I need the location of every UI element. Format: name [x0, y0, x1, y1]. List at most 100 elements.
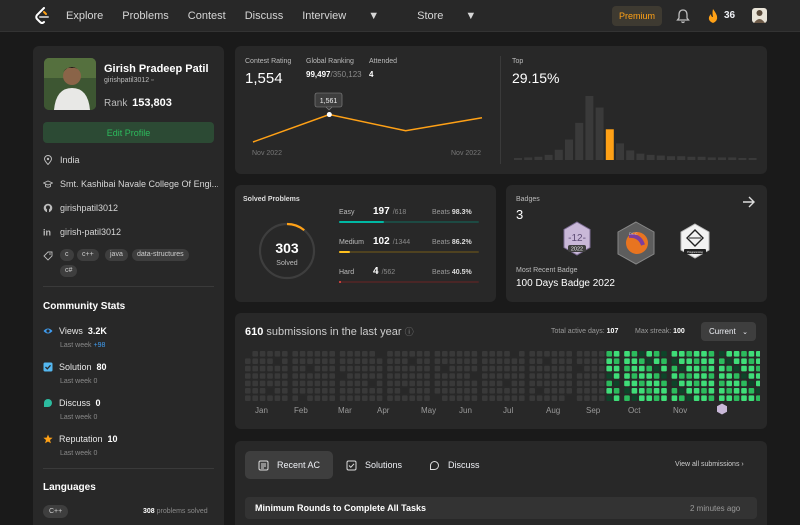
heatmap-cell[interactable] [748, 358, 755, 364]
heatmap-cell[interactable] [369, 358, 375, 364]
heatmap-cell[interactable] [559, 373, 565, 379]
heatmap-cell[interactable] [307, 388, 313, 394]
heatmap-cell[interactable] [274, 351, 281, 357]
heatmap-cell[interactable] [693, 380, 700, 387]
heatmap-cell[interactable] [566, 358, 572, 364]
linkedin-link[interactable]: girish-patil3012 [60, 227, 122, 237]
heatmap-cell[interactable] [274, 365, 281, 372]
heatmap-cell[interactable] [613, 380, 620, 387]
heatmap-cell[interactable] [424, 365, 430, 372]
heatmap-cell[interactable] [376, 365, 383, 372]
heatmap-cell[interactable] [489, 373, 495, 379]
heatmap-cell[interactable] [259, 358, 266, 364]
heatmap-cell[interactable] [529, 395, 535, 401]
heatmap-cell[interactable] [719, 373, 725, 379]
programming-badge[interactable]: Programming [679, 223, 711, 259]
heatmap-cell[interactable] [354, 358, 361, 364]
heatmap-cell[interactable] [646, 358, 652, 364]
heatmap-cell[interactable] [686, 395, 692, 401]
heatmap-cell[interactable] [482, 373, 488, 379]
nav-discuss[interactable]: Discuss [244, 10, 284, 22]
heatmap-cell[interactable] [661, 373, 667, 379]
heatmap-cell[interactable] [624, 373, 630, 379]
heatmap-cell[interactable] [653, 395, 660, 401]
heatmap-cell[interactable] [551, 365, 558, 372]
heatmap-cell[interactable] [511, 373, 518, 379]
heatmap-cell[interactable] [566, 388, 572, 394]
heatmap-cell[interactable] [299, 380, 306, 387]
heatmap-cell[interactable] [402, 358, 408, 364]
heatmap-cell[interactable] [329, 358, 335, 364]
heatmap-cell[interactable] [733, 388, 740, 394]
heatmap-cell[interactable] [646, 395, 652, 401]
heatmap-cell[interactable] [245, 373, 251, 379]
skill-tag[interactable]: data-structures [132, 249, 189, 261]
skill-tag[interactable]: java [105, 249, 128, 261]
heatmap-cell[interactable] [671, 358, 678, 364]
heatmap-cell[interactable] [544, 351, 550, 357]
heatmap-cell[interactable] [661, 351, 667, 357]
heatmap-cell[interactable] [482, 351, 488, 357]
heatmap-cell[interactable] [329, 373, 335, 379]
heatmap-cell[interactable] [347, 380, 353, 387]
heatmap-cell[interactable] [464, 365, 470, 372]
heatmap-cell[interactable] [653, 351, 660, 357]
heatmap-cell[interactable] [686, 380, 692, 387]
heatmap-cell[interactable] [424, 388, 430, 394]
heatmap-cell[interactable] [544, 373, 550, 379]
heatmap-cell[interactable] [661, 395, 667, 401]
heatmap-cell[interactable] [376, 380, 383, 387]
heatmap-cell[interactable] [252, 380, 258, 387]
heatmap-cell[interactable] [416, 365, 423, 372]
heatmap-cell[interactable] [504, 373, 510, 379]
heatmap-cell[interactable] [519, 373, 525, 379]
heatmap-cell[interactable] [661, 388, 667, 394]
heatmap-cell[interactable] [329, 395, 335, 401]
view-all-submissions-link[interactable]: View all submissions › [675, 461, 744, 468]
heatmap-cell[interactable] [536, 395, 543, 401]
heatmap-cell[interactable] [671, 380, 678, 387]
year-dropdown[interactable]: Current ⌄ [701, 322, 756, 341]
heatmap-cell[interactable] [282, 351, 288, 357]
heatmap-cell[interactable] [282, 395, 288, 401]
heatmap-cell[interactable] [756, 351, 760, 357]
heatmap-cell[interactable] [624, 358, 630, 364]
heatmap-cell[interactable] [456, 365, 463, 372]
heatmap-cell[interactable] [671, 351, 678, 357]
heatmap-cell[interactable] [544, 380, 550, 387]
heatmap-cell[interactable] [282, 380, 288, 387]
heatmap-cell[interactable] [314, 365, 321, 372]
heatmap-cell[interactable] [442, 358, 448, 364]
heatmap-cell[interactable] [671, 373, 678, 379]
heatmap-cell[interactable] [726, 380, 732, 387]
heatmap-cell[interactable] [701, 351, 707, 357]
heatmap-cell[interactable] [701, 388, 707, 394]
heatmap-cell[interactable] [719, 380, 725, 387]
heatmap-cell[interactable] [299, 373, 306, 379]
heatmap-cell[interactable] [613, 373, 620, 379]
heatmap-cell[interactable] [719, 395, 725, 401]
heatmap-cell[interactable] [606, 395, 612, 401]
heatmap-cell[interactable] [741, 380, 747, 387]
heatmap-cell[interactable] [449, 365, 455, 372]
heatmap-cell[interactable] [693, 358, 700, 364]
heatmap-cell[interactable] [402, 351, 408, 357]
heatmap-cell[interactable] [394, 358, 401, 364]
heatmap-cell[interactable] [576, 395, 583, 401]
heatmap-cell[interactable] [693, 365, 700, 372]
heatmap-cell[interactable] [529, 380, 535, 387]
heatmap-cell[interactable] [471, 365, 478, 372]
heatmap-cell[interactable] [591, 373, 598, 379]
heatmap-cell[interactable] [708, 395, 715, 401]
nav-contest[interactable]: Contest [187, 10, 226, 22]
heatmap-cell[interactable] [376, 388, 383, 394]
heatmap-cell[interactable] [639, 380, 645, 387]
heatmap-cell[interactable] [551, 373, 558, 379]
heatmap-cell[interactable] [708, 358, 715, 364]
heatmap-cell[interactable] [489, 395, 495, 401]
heatmap-cell[interactable] [756, 395, 760, 401]
heatmap-cell[interactable] [267, 365, 273, 372]
heatmap-cell[interactable] [536, 365, 543, 372]
heatmap-cell[interactable] [409, 373, 415, 379]
heatmap-cell[interactable] [402, 380, 408, 387]
